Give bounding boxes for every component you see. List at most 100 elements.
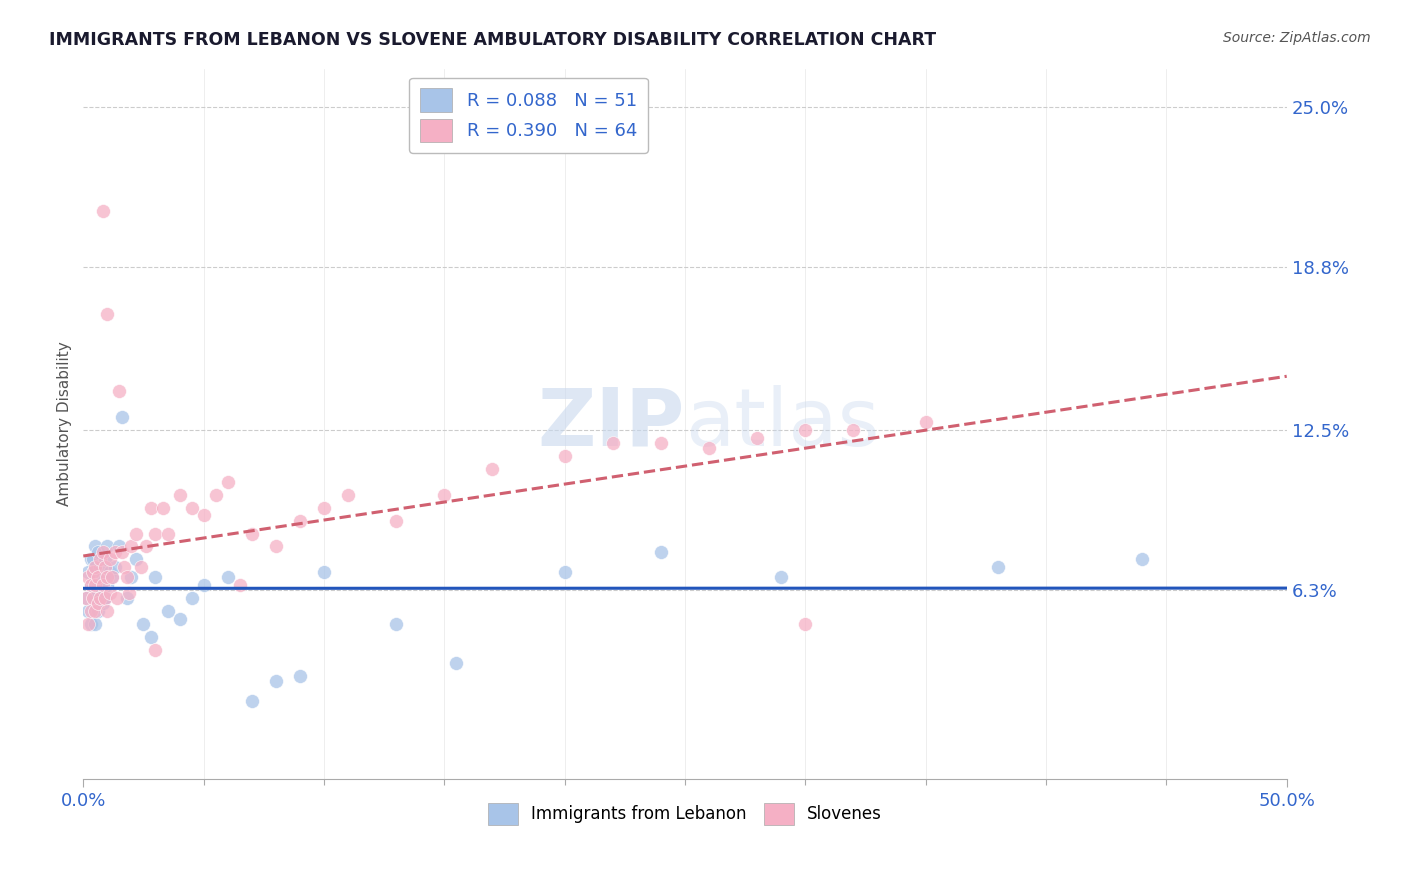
Point	[229, 578, 252, 592]
Point	[89, 552, 111, 566]
Point	[75, 591, 97, 606]
Point	[139, 500, 162, 515]
Point	[794, 616, 817, 631]
Point	[89, 560, 111, 574]
Point	[82, 566, 104, 580]
Point	[75, 591, 97, 606]
Point	[217, 570, 239, 584]
Point	[554, 449, 576, 463]
Point	[105, 591, 128, 606]
Point	[94, 560, 117, 574]
Point	[84, 578, 107, 592]
Point	[120, 570, 142, 584]
Point	[87, 578, 110, 592]
Point	[84, 540, 107, 554]
Point	[156, 604, 179, 618]
Point	[446, 656, 468, 670]
Point	[91, 570, 114, 584]
Point	[94, 591, 117, 606]
Point	[82, 591, 104, 606]
Point	[101, 570, 124, 584]
Point	[77, 566, 100, 580]
Point	[96, 604, 118, 618]
Point	[120, 540, 142, 554]
Point	[139, 630, 162, 644]
Point	[98, 586, 121, 600]
Point	[77, 570, 100, 584]
Point	[87, 570, 110, 584]
Point	[96, 540, 118, 554]
Point	[94, 552, 117, 566]
Point	[94, 591, 117, 606]
Point	[240, 694, 263, 708]
Point	[84, 604, 107, 618]
Point	[842, 423, 865, 437]
Y-axis label: Ambulatory Disability: Ambulatory Disability	[58, 342, 72, 506]
Point	[79, 616, 101, 631]
Point	[770, 570, 793, 584]
Point	[914, 416, 936, 430]
Point	[156, 526, 179, 541]
Point	[217, 475, 239, 489]
Point	[129, 560, 152, 574]
Point	[98, 552, 121, 566]
Point	[87, 596, 110, 610]
Legend: Immigrants from Lebanon, Slovenes: Immigrants from Lebanon, Slovenes	[478, 793, 891, 835]
Point	[82, 552, 104, 566]
Point	[87, 544, 110, 558]
Point	[91, 596, 114, 610]
Point	[108, 540, 131, 554]
Point	[84, 591, 107, 606]
Point	[79, 552, 101, 566]
Point	[96, 307, 118, 321]
Point	[135, 540, 157, 554]
Point	[82, 591, 104, 606]
Point	[264, 540, 287, 554]
Point	[169, 612, 191, 626]
Point	[169, 488, 191, 502]
Point	[180, 500, 202, 515]
Point	[79, 578, 101, 592]
Point	[145, 526, 167, 541]
Point	[554, 566, 576, 580]
Text: atlas: atlas	[685, 384, 879, 463]
Point	[132, 616, 155, 631]
Point	[385, 514, 408, 528]
Point	[204, 488, 226, 502]
Point	[82, 566, 104, 580]
Point	[193, 508, 215, 523]
Point	[103, 544, 125, 558]
Point	[650, 544, 672, 558]
Point	[152, 500, 174, 515]
Point	[91, 203, 114, 218]
Point	[312, 500, 335, 515]
Point	[118, 586, 141, 600]
Point	[84, 616, 107, 631]
Point	[433, 488, 456, 502]
Point	[96, 570, 118, 584]
Text: ZIP: ZIP	[537, 384, 685, 463]
Point	[84, 560, 107, 574]
Point	[89, 591, 111, 606]
Point	[337, 488, 360, 502]
Point	[82, 578, 104, 592]
Point	[264, 673, 287, 688]
Point	[193, 578, 215, 592]
Point	[288, 514, 311, 528]
Point	[145, 642, 167, 657]
Point	[103, 560, 125, 574]
Point	[125, 526, 148, 541]
Point	[697, 442, 720, 456]
Point	[91, 578, 114, 592]
Text: Source: ZipAtlas.com: Source: ZipAtlas.com	[1223, 31, 1371, 45]
Point	[240, 526, 263, 541]
Text: IMMIGRANTS FROM LEBANON VS SLOVENE AMBULATORY DISABILITY CORRELATION CHART: IMMIGRANTS FROM LEBANON VS SLOVENE AMBUL…	[49, 31, 936, 49]
Point	[145, 570, 167, 584]
Point	[1130, 552, 1153, 566]
Point	[481, 462, 503, 476]
Point	[747, 431, 769, 445]
Point	[77, 604, 100, 618]
Point	[180, 591, 202, 606]
Point	[115, 591, 138, 606]
Point	[77, 616, 100, 631]
